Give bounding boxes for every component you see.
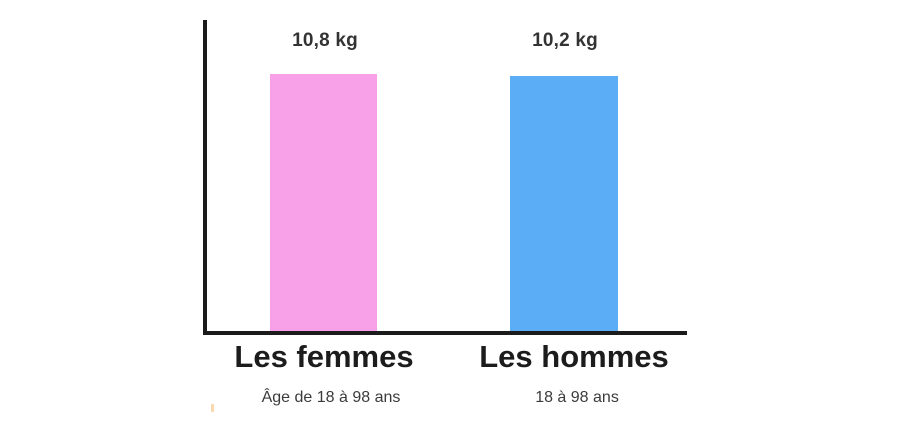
stray-mark [211, 404, 214, 412]
y-axis-line [203, 20, 207, 335]
bar-hommes [510, 76, 618, 331]
value-label-femmes: 10,8 kg [292, 30, 358, 51]
sub-label-femmes: Âge de 18 à 98 ans [261, 389, 401, 406]
value-label-hommes: 10,2 kg [532, 30, 598, 51]
bar-femmes [270, 74, 377, 331]
category-label-femmes: Les femmes [234, 339, 414, 374]
x-axis-line [203, 331, 687, 335]
category-label-hommes: Les hommes [479, 339, 669, 374]
sub-label-hommes: 18 à 98 ans [535, 389, 619, 406]
